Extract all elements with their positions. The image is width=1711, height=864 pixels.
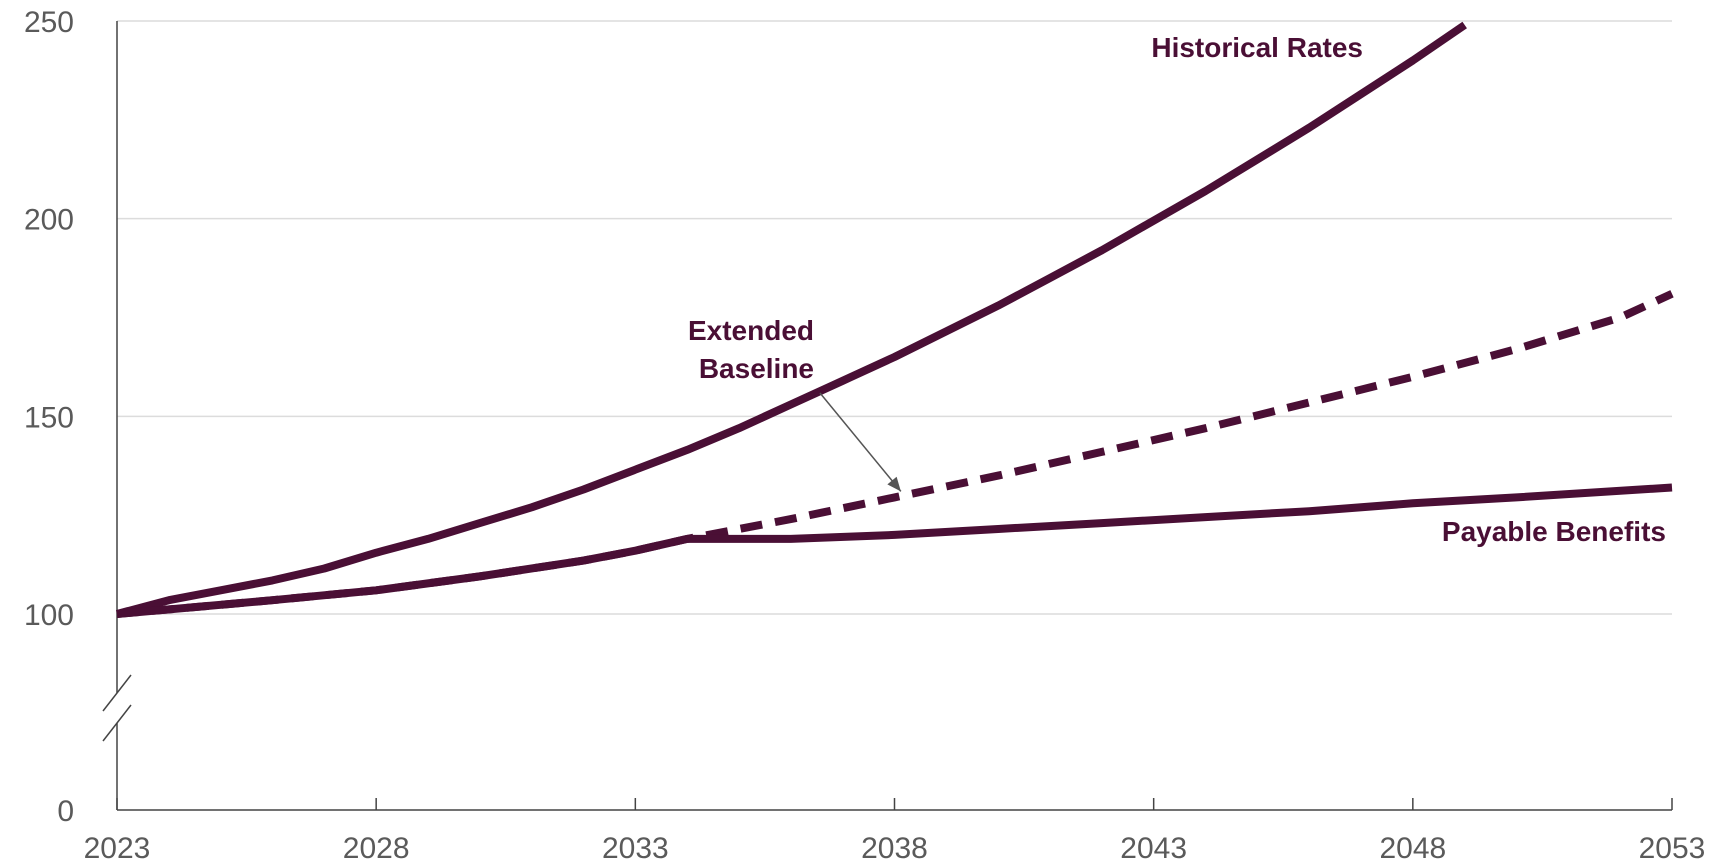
annotation-historical-rates: Historical Rates: [1151, 32, 1363, 63]
annotation-arrowhead: [887, 476, 901, 492]
y-tick-label-250: 250: [24, 6, 74, 39]
series-lines: [115, 21, 1674, 618]
x-tick-label-2038: 2038: [861, 832, 928, 864]
axis-break-mark-lower: [102, 704, 132, 742]
axis-break-mark-upper: [102, 674, 132, 712]
x-tick-label-2033: 2033: [602, 832, 669, 864]
series-line-historical-rates: [115, 21, 1467, 618]
x-tick-label-2023: 2023: [84, 832, 151, 864]
x-tick-label-2053: 2053: [1639, 832, 1706, 864]
x-tick-label-2048: 2048: [1379, 832, 1446, 864]
axes: [102, 21, 1673, 811]
gridlines: [117, 20, 1672, 615]
y-tick-label-100: 100: [24, 599, 74, 632]
annotation-payable-benefits: Payable Benefits: [1442, 516, 1666, 547]
annotation-extended-baseline: Extended Baseline: [688, 315, 814, 384]
x-tick-label-2028: 2028: [343, 832, 410, 864]
annotations: Historical Rates Extended Baseline Payable …: [688, 32, 1666, 547]
y-tick-label-150: 150: [24, 401, 74, 434]
tick-labels: 0 100 150 200 250 2023 2028 2033 2038 2043 2048 205…: [24, 6, 1705, 864]
y-tick-label-0: 0: [57, 795, 74, 828]
y-tick-label-200: 200: [24, 204, 74, 237]
series-line-payable-benefits: [116, 483, 1673, 618]
x-tick-label-2043: 2043: [1120, 832, 1187, 864]
annotation-arrow: [819, 392, 902, 492]
series-line-extended-baseline: [116, 290, 1674, 618]
